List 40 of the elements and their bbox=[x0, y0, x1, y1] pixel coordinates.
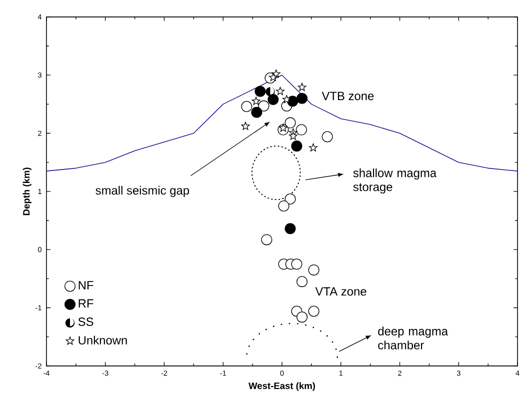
annotation: deep magma chamber bbox=[378, 326, 448, 350]
point bbox=[296, 276, 308, 288]
point bbox=[278, 200, 290, 212]
point bbox=[322, 131, 333, 142]
point bbox=[298, 82, 306, 91]
point bbox=[284, 223, 296, 234]
y-axis-title: Depth (km) bbox=[22, 168, 32, 216]
point bbox=[296, 312, 308, 323]
annotation: VTA zone bbox=[315, 287, 366, 296]
point bbox=[291, 140, 302, 152]
legend-label: NF bbox=[78, 281, 94, 290]
annotation: shallow magma storage bbox=[353, 168, 437, 194]
point bbox=[252, 96, 260, 105]
point bbox=[241, 122, 250, 130]
point bbox=[288, 132, 298, 140]
annotation: VTB zone bbox=[322, 92, 374, 100]
point bbox=[291, 258, 302, 270]
point bbox=[266, 87, 275, 96]
point bbox=[296, 92, 308, 104]
point bbox=[284, 193, 296, 204]
point bbox=[296, 124, 307, 136]
point bbox=[284, 117, 296, 128]
point bbox=[258, 100, 270, 112]
legend-label: Unknown bbox=[78, 336, 127, 344]
legend-label: RF bbox=[78, 299, 94, 308]
point bbox=[261, 234, 272, 246]
point bbox=[241, 100, 252, 112]
point bbox=[282, 95, 291, 104]
point bbox=[308, 306, 320, 317]
point bbox=[276, 86, 284, 95]
point bbox=[268, 94, 279, 105]
annotation: small seismic gap bbox=[96, 186, 190, 197]
legend-label: SS bbox=[78, 317, 94, 326]
point bbox=[254, 86, 266, 97]
point bbox=[308, 264, 320, 276]
point bbox=[308, 143, 318, 152]
x-axis-title: West-East (km) bbox=[248, 382, 315, 391]
point bbox=[268, 72, 278, 82]
point bbox=[278, 124, 288, 132]
point bbox=[251, 106, 262, 118]
